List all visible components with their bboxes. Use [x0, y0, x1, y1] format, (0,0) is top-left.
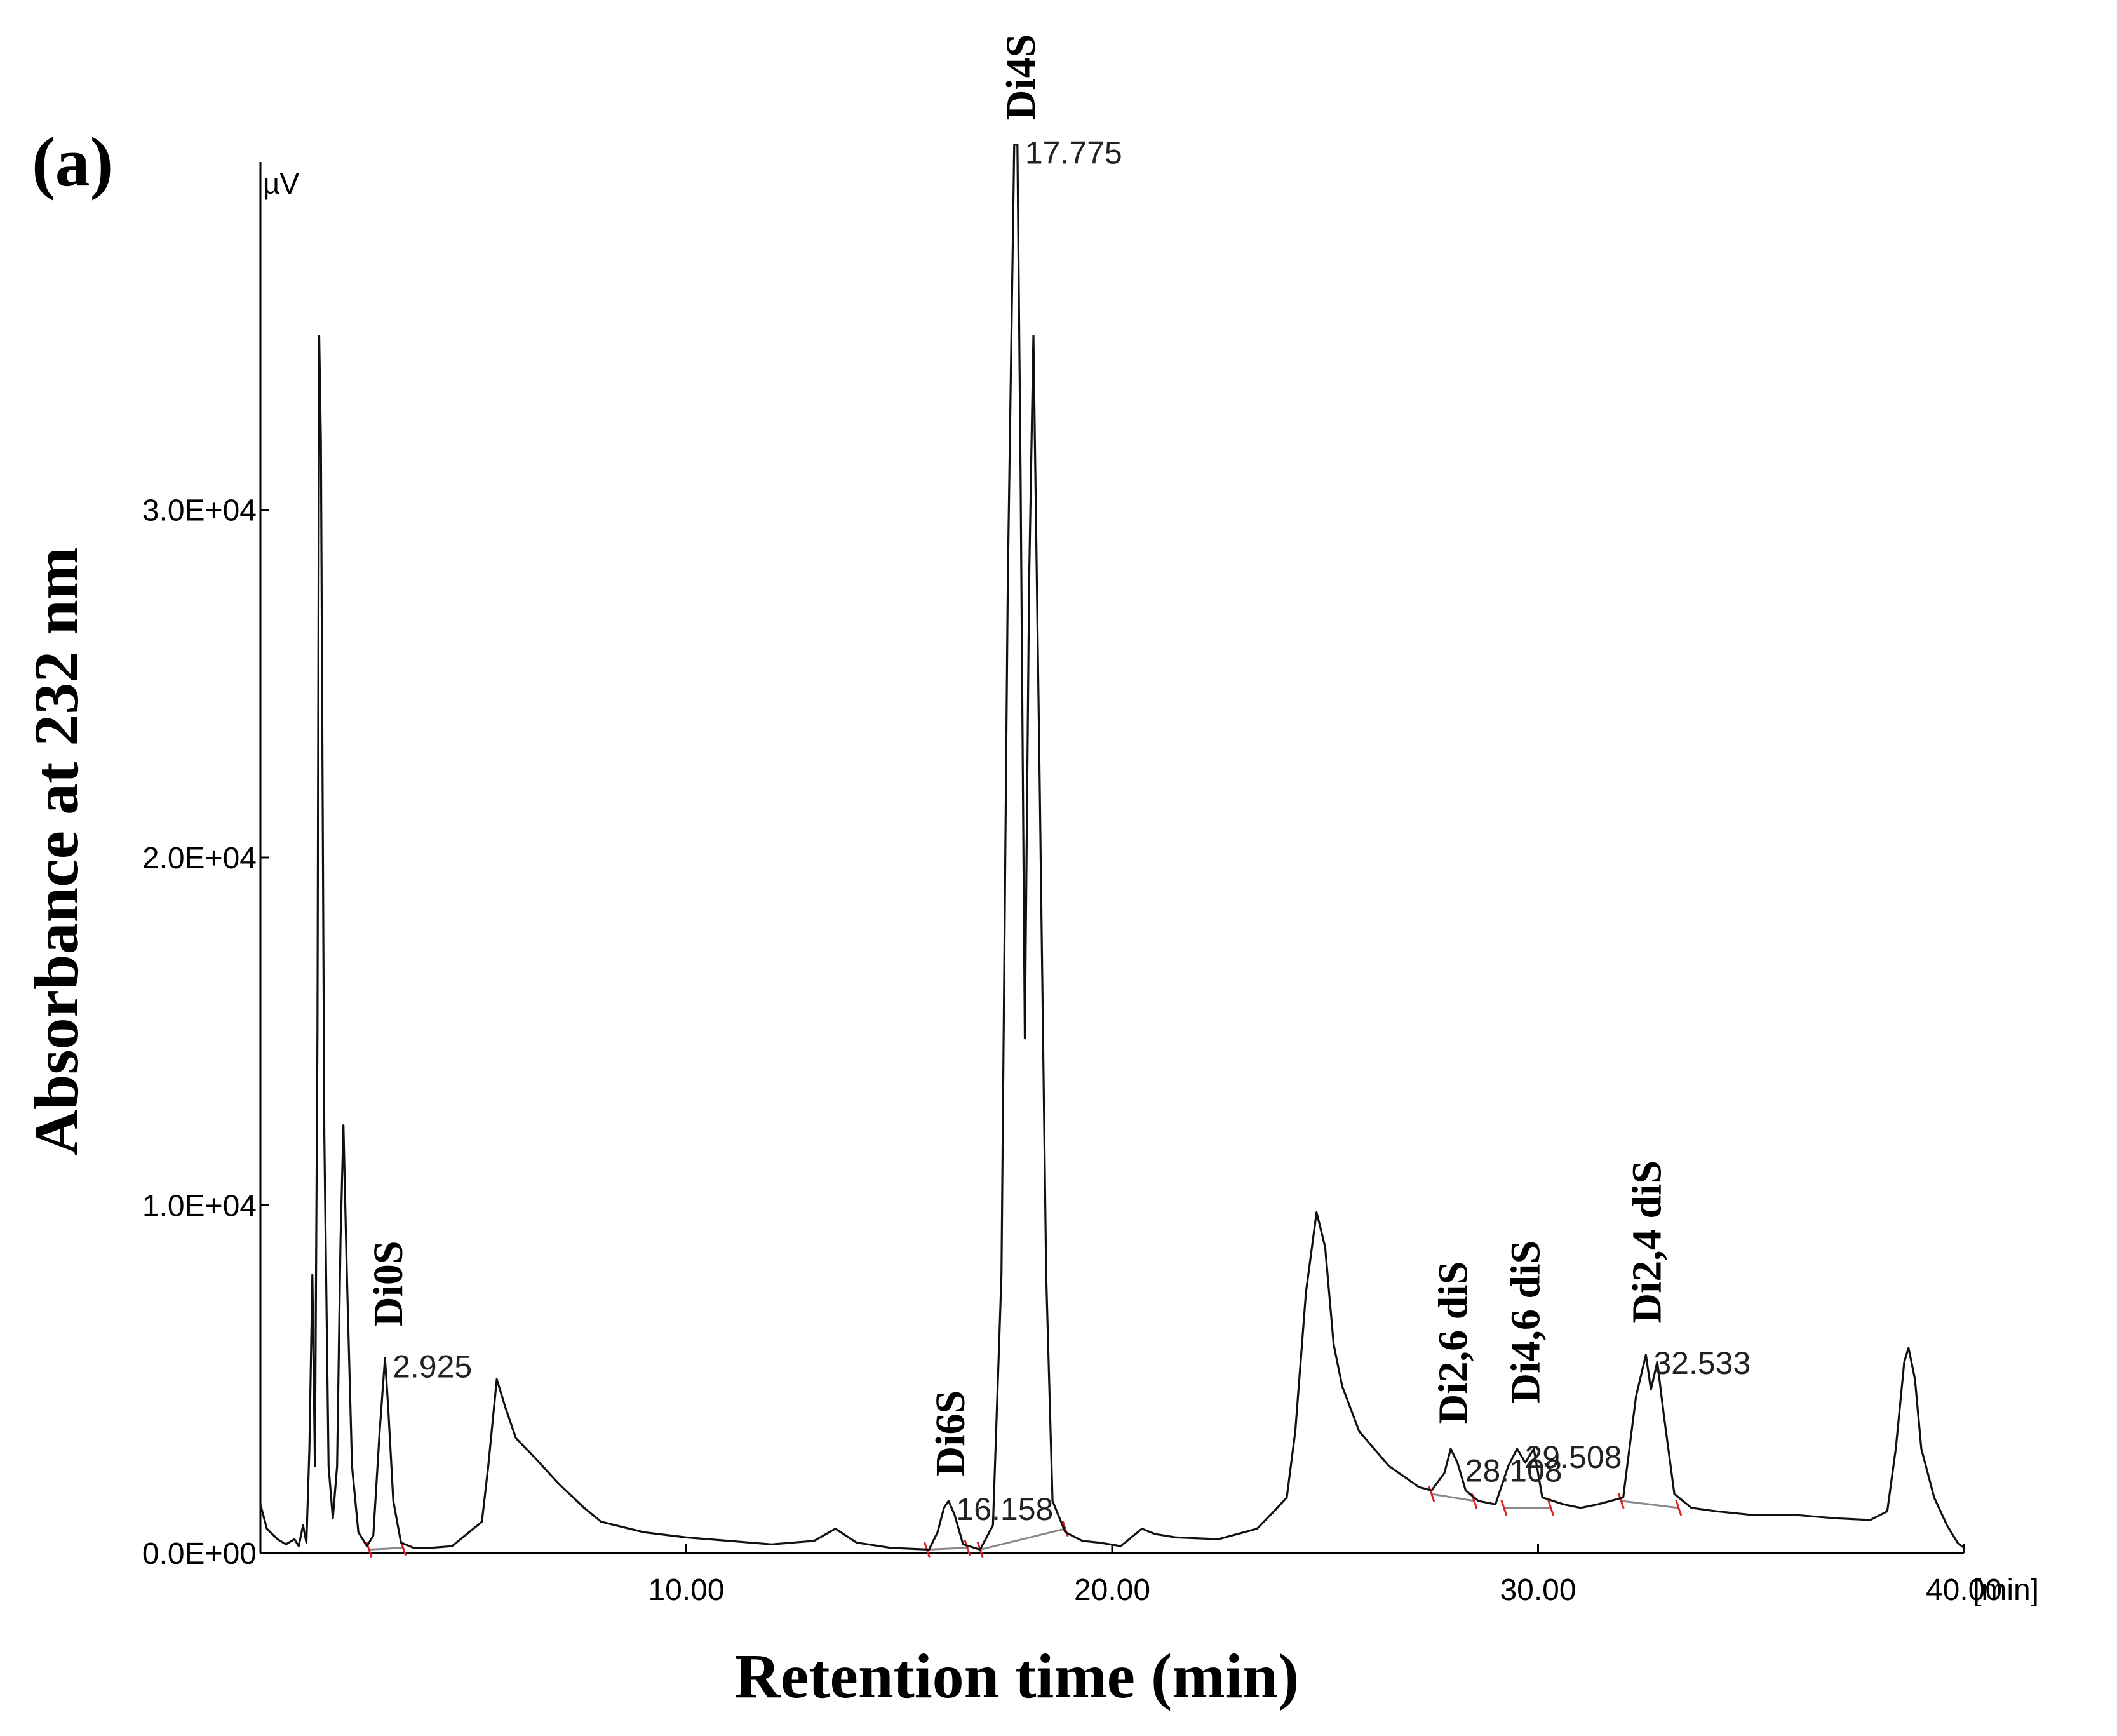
compound-annotation: Di0S [365, 1241, 412, 1327]
x-tick-label: 10.00 [648, 1573, 724, 1607]
compound-annotation: Di4,6 diS [1502, 1241, 1549, 1404]
compound-annotation: Di2,4 diS [1623, 1161, 1670, 1324]
integration-baseline [368, 1547, 403, 1551]
integration-marker [1675, 1500, 1683, 1516]
integration-baseline [927, 1547, 968, 1551]
peak-time-label: 2.925 [393, 1349, 472, 1384]
y-unit-label: µV [263, 167, 300, 200]
peak-time-label: 32.533 [1653, 1345, 1751, 1381]
y-tick-label: 2.0E+04 [142, 842, 257, 875]
integration-marker [1500, 1500, 1508, 1516]
panel-label: (a) [32, 123, 113, 201]
compound-annotation: Di6S [927, 1390, 974, 1477]
peak-time-label: 16.158 [956, 1491, 1053, 1527]
integration-marker [1617, 1493, 1625, 1509]
x-tick-label: 40.00 [1926, 1573, 2002, 1607]
compound-annotation: Di2,6 diS [1430, 1262, 1476, 1425]
y-tick-label: 3.0E+04 [142, 494, 257, 528]
x-axis-title: Retention time (min) [735, 1641, 1300, 1711]
integration-baseline [979, 1528, 1066, 1551]
y-axis-title: Absorbance at 232 nm [21, 547, 91, 1155]
chromatogram-line [259, 144, 1965, 1551]
integration-baseline [1431, 1493, 1475, 1502]
series-group [259, 144, 1965, 1551]
axes-group: 0.0E+00 1.0E+04 2.0E+04 3.0E+04 10.00 20.00 30… [21, 123, 2039, 1711]
x-unit-label: [min] [1973, 1573, 2039, 1607]
integration-marker [1547, 1500, 1555, 1516]
peak-time-label: 29.508 [1525, 1439, 1622, 1475]
integration-marker [964, 1540, 971, 1556]
peak-time-label: 28.108 [1465, 1453, 1563, 1489]
compound-annotation: Di4S [998, 34, 1044, 121]
integration-baseline [1621, 1500, 1679, 1509]
y-tick-label: 0.0E+00 [142, 1537, 257, 1571]
integration-marker [1428, 1486, 1435, 1502]
peak-time-label: 17.775 [1025, 135, 1122, 171]
baseline-group [365, 1486, 1683, 1558]
x-tick-label: 20.00 [1074, 1573, 1150, 1607]
x-tick-label: 30.00 [1500, 1573, 1576, 1607]
y-tick-label: 1.0E+04 [142, 1190, 257, 1223]
